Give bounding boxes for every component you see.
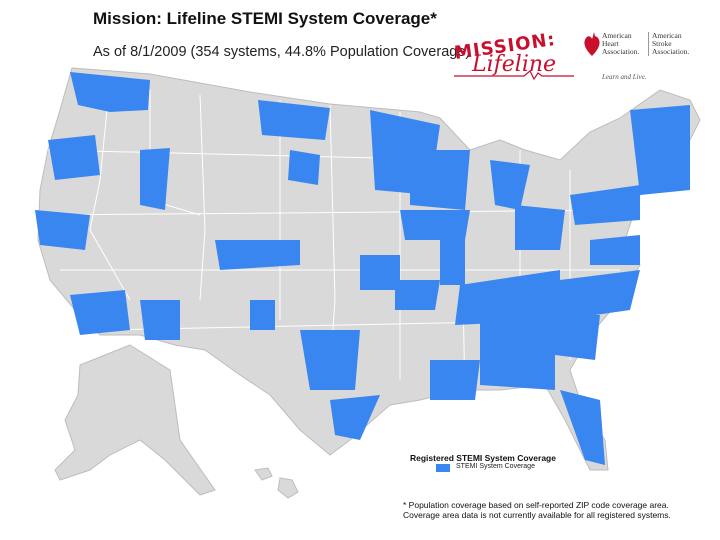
coverage-texas [300,330,360,390]
coverage-louisiana [430,360,480,400]
map-subtitle: As of 8/1/2009 (354 systems, 44.8% Popul… [93,44,471,60]
hawaii-land [254,467,299,499]
alaska-land [54,344,216,496]
coverage-oklahoma [395,280,440,310]
coverage-texas-coast [330,395,380,440]
coverage-california-south [70,290,130,335]
footnote-line-2: Coverage area data is not currently avai… [403,510,671,520]
heart-torch-icon [584,32,600,56]
coverage-south-carolina [555,315,600,360]
coverage-oregon [48,135,100,180]
coverage-north-carolina [560,270,640,320]
coverage-kentucky-tennessee [455,270,560,325]
coverage-areas [35,72,690,465]
coverage-florida [560,390,605,465]
coverage-new-mexico [250,300,275,330]
legend-swatch [436,464,450,472]
coverage-pennsylvania-new-jersey [570,185,640,225]
coverage-kansas [360,255,400,290]
legend-title: Registered STEMI System Coverage [410,453,556,463]
aha-tagline: Learn and Live. [602,73,647,81]
coverage-ohio [515,205,565,250]
coverage-montana [258,100,330,140]
coverage-colorado [215,240,300,270]
coverage-new-england [630,105,690,195]
legend-item-label: STEMI System Coverage [456,463,535,470]
coverage-arizona [140,300,180,340]
coverage-california-north [35,210,90,250]
coverage-wisconsin [410,150,470,210]
coverage-alabama-georgia [480,320,555,390]
coverage-illinois [440,230,465,285]
footnote: * Population coverage based on self-repo… [403,500,671,520]
mission-lifeline-logo-bottom: Lifeline [472,52,557,77]
aha-name: American Heart Association. [602,31,640,56]
asa-name: American Stroke Association. [648,32,698,56]
map-title: Mission: Lifeline STEMI System Coverage* [93,9,437,28]
coverage-north-dakota [288,150,320,185]
aha-asa-logo: American Heart Association. American Str… [582,30,710,90]
coverage-idaho [140,148,170,210]
us-coverage-map [35,67,701,499]
coverage-washington [70,72,150,112]
ecg-line-icon [454,70,574,80]
mission-lifeline-logo: MISSION: Lifeline [453,29,574,80]
coverage-virginia [590,235,640,265]
coverage-michigan [490,160,530,210]
footnote-line-1: * Population coverage based on self-repo… [403,500,669,510]
